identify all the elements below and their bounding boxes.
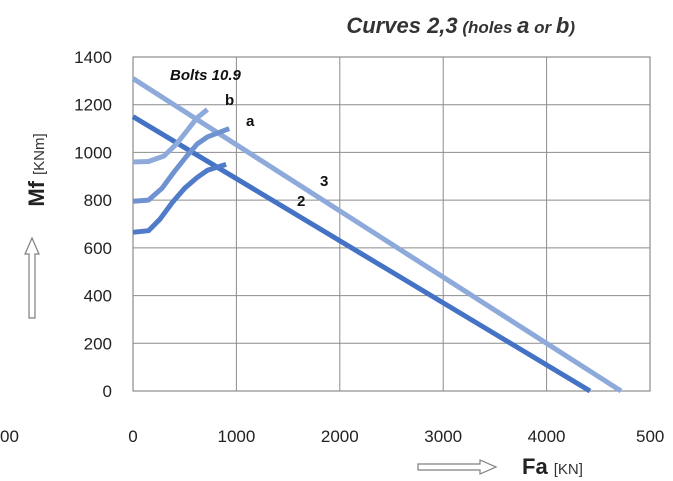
x-tick-label: 3000 xyxy=(424,427,462,446)
title-b: b xyxy=(556,13,569,38)
x-tick-label: 1000 xyxy=(217,427,255,446)
y-tick-label: 1000 xyxy=(74,143,112,162)
y-tick-label: 0 xyxy=(103,382,112,401)
y-axis-unit: [KNm] xyxy=(31,133,48,175)
title-a: a xyxy=(517,13,529,38)
x-axis-label: Fa xyxy=(522,454,548,479)
y-tick-label: 1200 xyxy=(74,96,112,115)
x-tick-clipped-right: 500 xyxy=(636,427,664,446)
y-tick-label: 1400 xyxy=(74,48,112,67)
series-line-2 xyxy=(131,114,592,394)
y-tick-label: 800 xyxy=(84,191,112,210)
curve-a-label: a xyxy=(246,113,255,130)
title-main: Curves 2,3 xyxy=(346,13,457,38)
curve-2-label: 2 xyxy=(297,193,305,210)
x-tick-labels: 0 1000 2000 3000 4000 xyxy=(128,427,565,446)
title-or: or xyxy=(529,18,555,37)
svg-text:Mf[KNm]: Mf [KNm] xyxy=(24,133,49,206)
curve-b-label: b xyxy=(225,92,234,109)
gridlines xyxy=(132,56,650,392)
y-tick-label: 600 xyxy=(84,239,112,258)
series-line-3 xyxy=(132,107,209,165)
title-open: (holes xyxy=(458,18,518,37)
title-close: ) xyxy=(567,18,575,37)
chart-title: Curves 2,3 (holes a or b) xyxy=(346,13,575,38)
curve-3-label: 3 xyxy=(320,173,328,190)
y-axis-title: Mf [KNm] xyxy=(24,133,49,206)
x-axis-arrow-icon xyxy=(417,459,498,475)
y-tick-label: 400 xyxy=(84,287,112,306)
x-axis-unit: [KN] xyxy=(554,461,583,478)
y-tick-labels: 0 200 400 600 800 1000 1200 1400 xyxy=(74,48,112,401)
series-layer xyxy=(131,76,623,394)
plot-frame xyxy=(132,56,651,392)
y-tick-label: 200 xyxy=(84,334,112,353)
y-axis-arrow-icon xyxy=(24,236,40,319)
series-line-1 xyxy=(131,76,623,394)
y-axis-label: Mf xyxy=(24,180,49,206)
x-tick-label: 0 xyxy=(128,427,137,446)
series-line-5 xyxy=(132,162,227,235)
series-line-4 xyxy=(132,126,231,204)
x-tick-clipped-left: 00 xyxy=(0,427,19,446)
x-tick-label: 2000 xyxy=(321,427,359,446)
x-axis-title: Fa [KN] xyxy=(522,454,583,479)
x-tick-label: 4000 xyxy=(528,427,566,446)
bolts-label: Bolts 10.9 xyxy=(170,67,242,84)
